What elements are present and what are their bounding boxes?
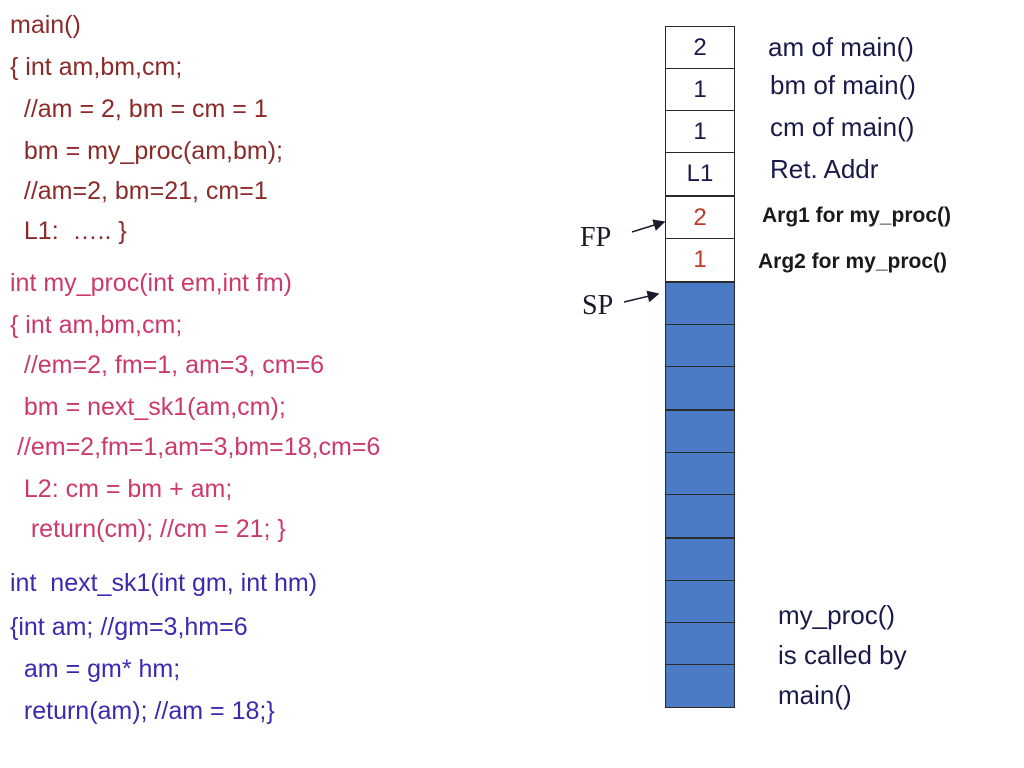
note-line: is called by bbox=[778, 640, 907, 670]
note-line: my_proc() bbox=[778, 600, 896, 630]
frame-pointer-label: FP bbox=[580, 222, 612, 253]
stack-pointer-label: SP bbox=[582, 290, 614, 321]
stack-label: Ret. Addr bbox=[770, 154, 879, 184]
stack-cell-empty bbox=[665, 622, 735, 666]
code-line: return(am); //am = 18;} bbox=[10, 697, 275, 725]
sp-arrow bbox=[623, 290, 660, 303]
code-line: L1: ….. } bbox=[10, 217, 127, 245]
stack-cell: 2 bbox=[665, 26, 735, 70]
code-line: {int am; //gm=3,hm=6 bbox=[10, 613, 248, 641]
stack-cell: 1 bbox=[665, 110, 735, 154]
code-line: //am=2, bm=21, cm=1 bbox=[10, 177, 268, 205]
stack-cell-empty bbox=[665, 538, 735, 582]
stack-cell: 2 bbox=[665, 196, 735, 240]
note-line: main() bbox=[778, 680, 852, 710]
stack-cell-empty bbox=[665, 282, 735, 326]
stack-cell-empty bbox=[665, 494, 735, 538]
code-line: int my_proc(int em,int fm) bbox=[10, 269, 293, 297]
stack-cell: 1 bbox=[665, 68, 735, 112]
code-line: { int am,bm,cm; bbox=[10, 53, 183, 81]
code-line: main() bbox=[10, 11, 81, 39]
stack-cell-empty bbox=[665, 366, 735, 410]
code-line: //em=2,fm=1,am=3,bm=18,cm=6 bbox=[10, 433, 381, 461]
stack-cell-empty bbox=[665, 324, 735, 368]
code-line: return(cm); //cm = 21; } bbox=[10, 515, 286, 543]
code-line: //em=2, fm=1, am=3, cm=6 bbox=[10, 351, 325, 379]
stack-label: am of main() bbox=[768, 32, 914, 62]
stack-label: Arg1 for my_proc() bbox=[762, 204, 952, 227]
stack-label: Arg2 for my_proc() bbox=[758, 250, 948, 273]
stack-cell-empty bbox=[665, 452, 735, 496]
stack-cell: 1 bbox=[665, 238, 735, 282]
stack-cell-empty bbox=[665, 664, 735, 708]
stack-cell-empty bbox=[665, 410, 735, 454]
code-line: int next_sk1(int gm, int hm) bbox=[10, 569, 318, 597]
fp-arrow bbox=[631, 219, 666, 233]
stack-label: bm of main() bbox=[770, 70, 916, 100]
code-line: am = gm* hm; bbox=[10, 655, 181, 683]
code-line: { int am,bm,cm; bbox=[10, 311, 183, 339]
code-line: bm = my_proc(am,bm); bbox=[10, 137, 283, 165]
code-line: L2: cm = bm + am; bbox=[10, 475, 233, 503]
stack-cell-empty bbox=[665, 580, 735, 624]
code-line: //am = 2, bm = cm = 1 bbox=[10, 95, 268, 123]
stack-cell: L1 bbox=[665, 152, 735, 196]
stack-label: cm of main() bbox=[770, 112, 915, 142]
code-line: bm = next_sk1(am,cm); bbox=[10, 393, 286, 421]
